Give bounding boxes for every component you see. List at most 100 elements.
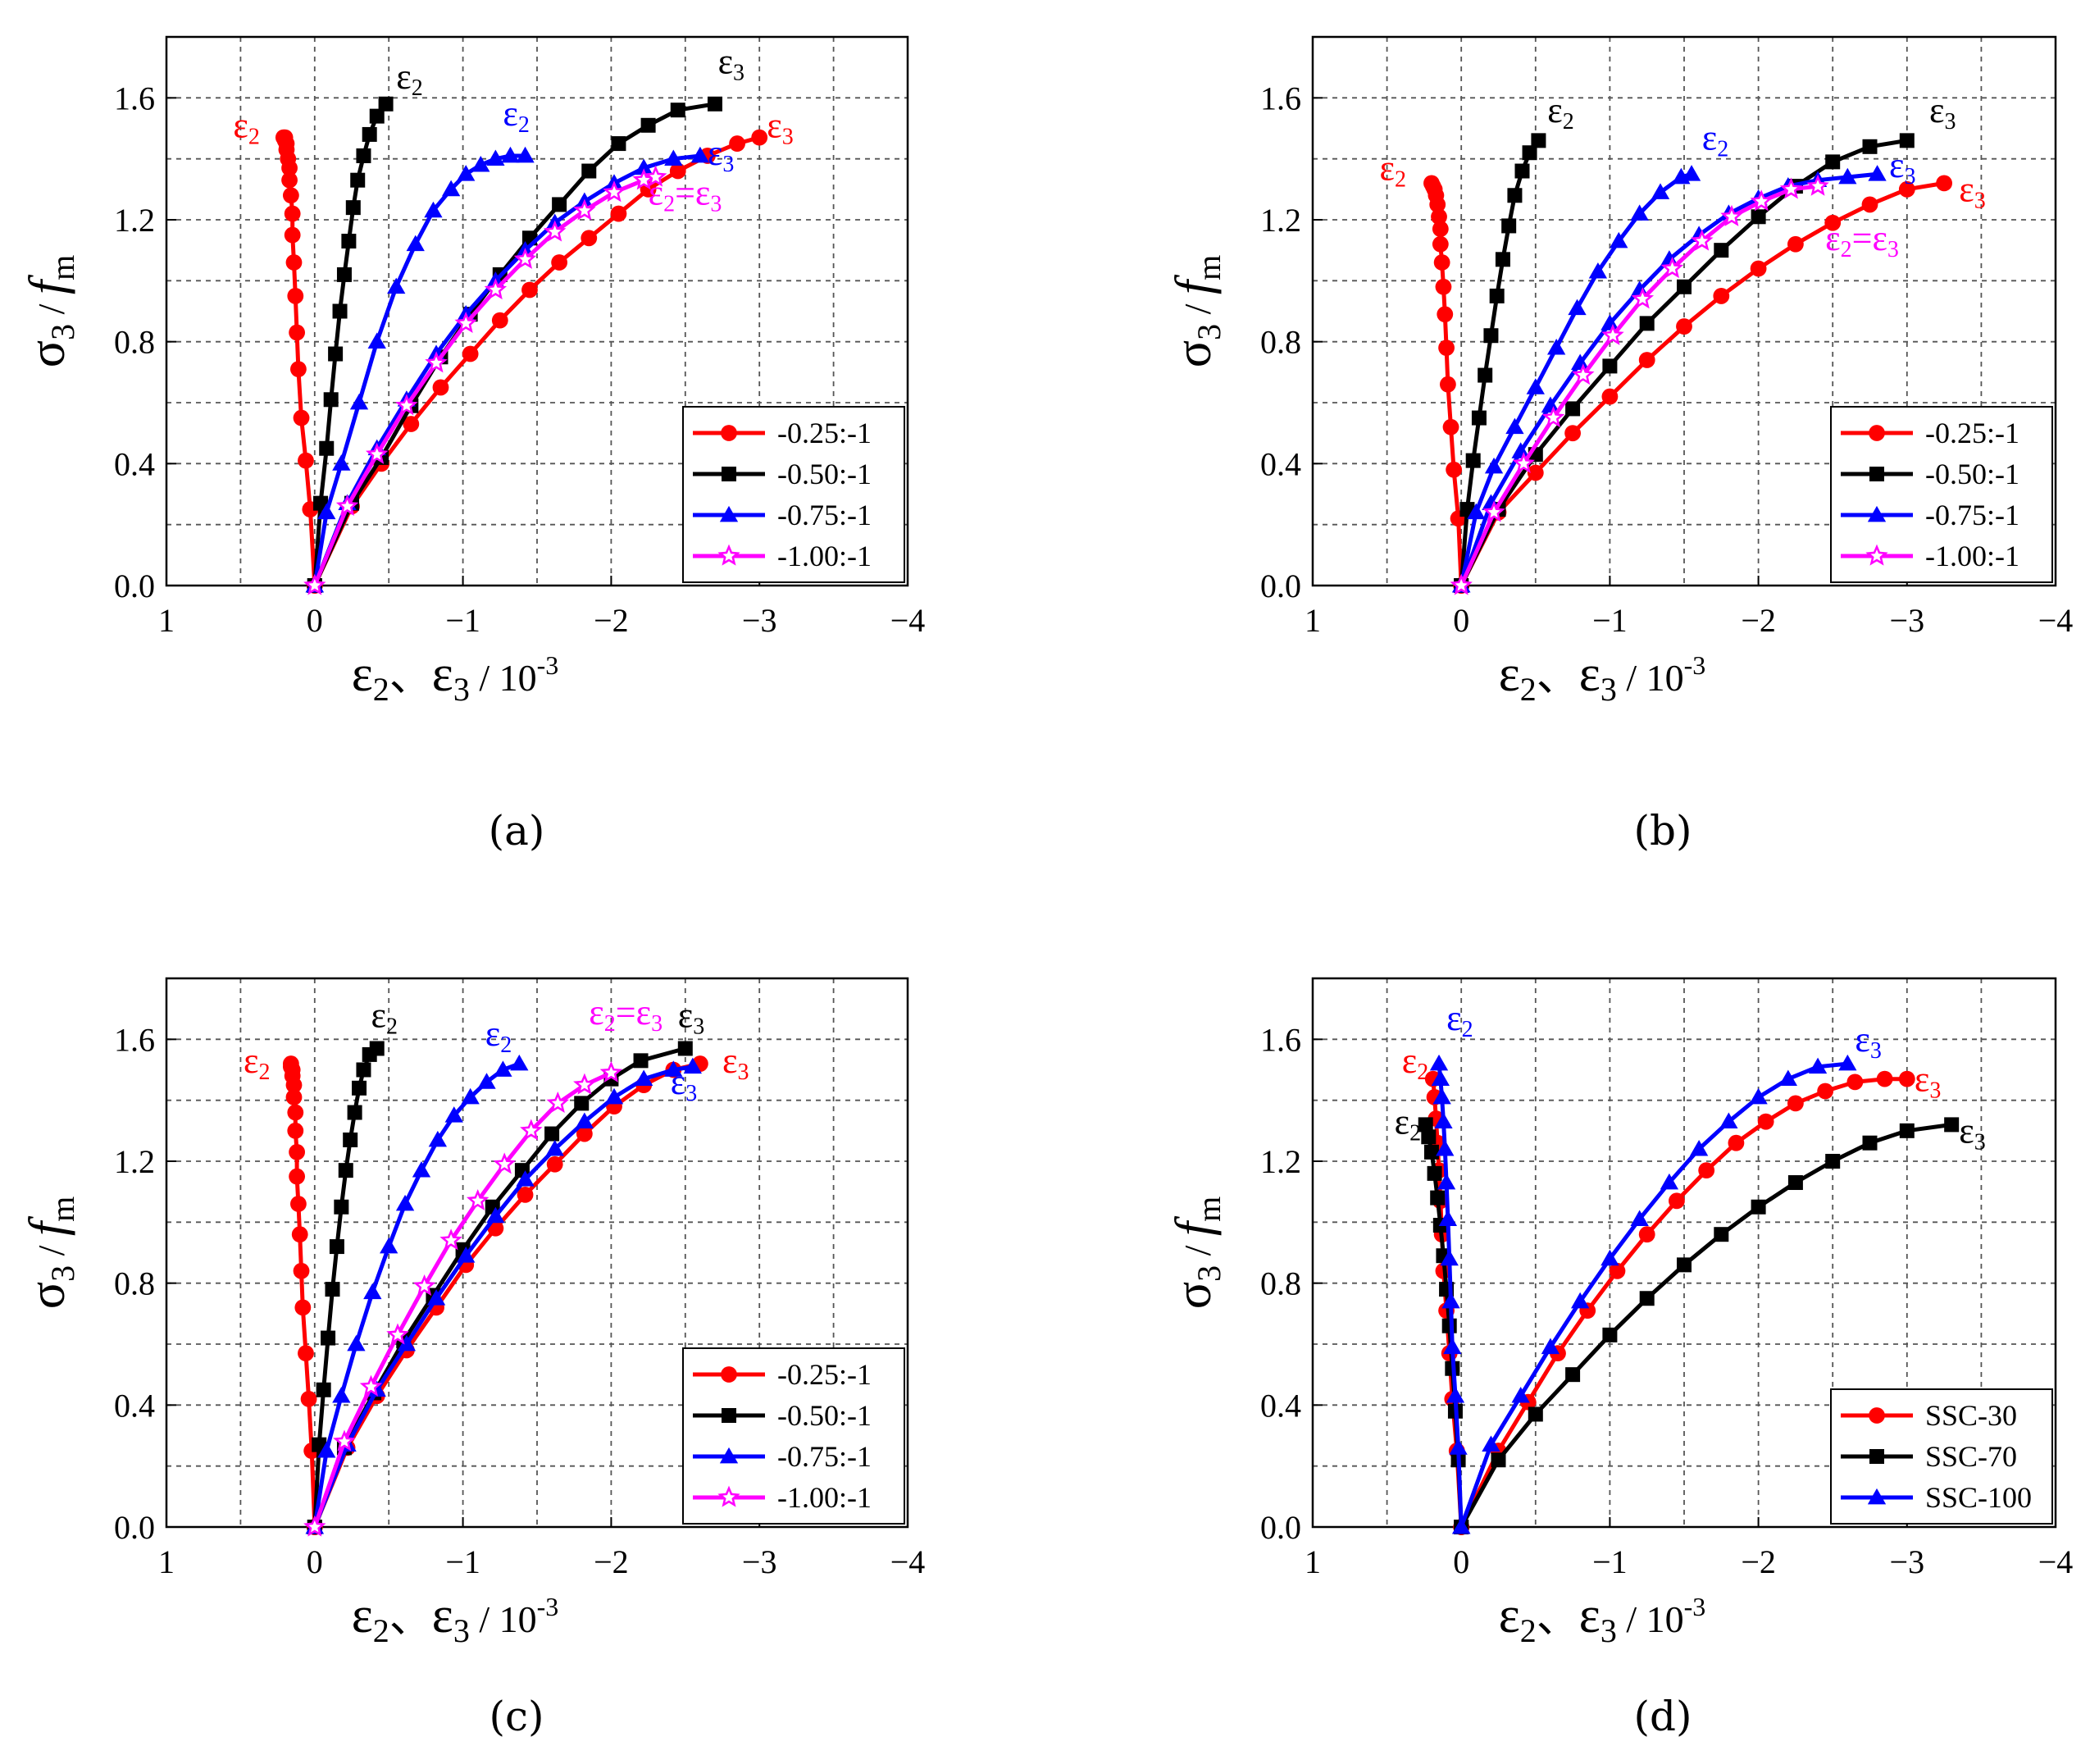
data-point-e3 bbox=[1698, 1162, 1715, 1179]
strain-annotation: ε3 bbox=[718, 42, 744, 86]
data-point-e3 bbox=[1450, 573, 1473, 595]
data-point-e3 bbox=[493, 1152, 516, 1174]
data-point-e2 bbox=[294, 1299, 312, 1316]
x-tick-label: −3 bbox=[1890, 602, 1925, 639]
data-point-e2 bbox=[494, 1060, 512, 1077]
data-point-e2 bbox=[1443, 1338, 1462, 1355]
data-point-e3 bbox=[635, 1069, 653, 1087]
strain-annotation: ε3 bbox=[1855, 1019, 1881, 1064]
data-point-e3 bbox=[677, 1041, 693, 1056]
legend-marker bbox=[1869, 467, 1884, 481]
x-axis-label: ε2、ε3 / 10-3 bbox=[352, 1588, 559, 1649]
data-point-e3 bbox=[467, 1188, 489, 1210]
data-point-e2 bbox=[289, 1143, 306, 1160]
data-point-e2 bbox=[380, 1237, 398, 1254]
data-point-e3 bbox=[1660, 1173, 1679, 1190]
data-point-e2 bbox=[1432, 235, 1449, 253]
data-point-e3 bbox=[1751, 1199, 1766, 1215]
data-point-e3 bbox=[1639, 316, 1655, 331]
data-point-e2 bbox=[1446, 461, 1463, 478]
data-point-e3 bbox=[1719, 1112, 1738, 1129]
data-point-e3 bbox=[1898, 180, 1915, 198]
data-point-e2 bbox=[356, 148, 371, 163]
strain-annotation: ε2 bbox=[1547, 90, 1573, 134]
strain-annotation: ε2 bbox=[244, 1041, 270, 1085]
data-point-e3 bbox=[1676, 318, 1692, 335]
data-point-e2 bbox=[1505, 417, 1524, 435]
strain-annotation: ε2=ε3 bbox=[649, 172, 722, 217]
series--1.00:-1 bbox=[303, 165, 667, 595]
data-point-e2 bbox=[1495, 252, 1510, 267]
y-axis-label: σ3 / fm bbox=[20, 1197, 81, 1310]
y-tick-label: 0.8 bbox=[1260, 1265, 1301, 1302]
data-point-e3 bbox=[412, 1274, 436, 1297]
chart-panel-3: 1 0 −1 −2 −3 −4 0.0 0.4 0.8 1.2 1.6 ε2 ε2 ε2 ε3 ε3 ε3 SSC… bbox=[1166, 977, 2073, 1740]
legend-marker bbox=[721, 1366, 737, 1383]
data-point-e2 bbox=[293, 409, 310, 426]
x-tick-label: −3 bbox=[742, 1543, 777, 1580]
data-point-e3 bbox=[1862, 139, 1878, 154]
data-point-e2 bbox=[1651, 183, 1670, 199]
data-point-e3 bbox=[1749, 1087, 1768, 1105]
data-point-e2 bbox=[1429, 1054, 1449, 1071]
data-point-e3 bbox=[1787, 235, 1804, 253]
data-point-e3 bbox=[1876, 1070, 1893, 1087]
data-point-e3 bbox=[1713, 288, 1730, 304]
legend: -0.25:-1 -0.50:-1 -0.75:-1 -1.00:-1 bbox=[682, 1347, 905, 1525]
plot-frame bbox=[165, 35, 909, 587]
data-point-e3 bbox=[513, 247, 537, 269]
data-point-e3 bbox=[581, 163, 597, 179]
data-point-e2 bbox=[369, 1041, 385, 1056]
legend-marker bbox=[717, 1485, 740, 1507]
strain-annotation: ε3 bbox=[671, 1062, 697, 1106]
data-point-e3 bbox=[1944, 1117, 1960, 1133]
data-point-e2 bbox=[1449, 1438, 1468, 1455]
data-point-e3 bbox=[1541, 396, 1560, 413]
y-tick-label: 1.2 bbox=[1260, 1143, 1301, 1180]
series-line-e3 bbox=[1459, 1061, 1848, 1528]
data-point-e3 bbox=[1669, 1192, 1685, 1210]
series-line-e2 bbox=[1459, 171, 1692, 586]
data-point-e3 bbox=[335, 494, 359, 517]
x-tick-label: −3 bbox=[1890, 1543, 1925, 1580]
series-line-e3 bbox=[1459, 171, 1878, 586]
data-point-e2 bbox=[1427, 1165, 1442, 1181]
strain-annotation: ε2 bbox=[485, 1014, 512, 1058]
y-axis-label: σ3 / fm bbox=[1166, 255, 1227, 368]
data-point-e2 bbox=[1441, 1318, 1457, 1333]
data-point-e3 bbox=[1862, 1135, 1878, 1151]
data-point-e2 bbox=[424, 201, 443, 218]
data-point-e3 bbox=[1601, 388, 1619, 405]
data-point-e3 bbox=[1817, 1083, 1834, 1100]
data-point-e3 bbox=[1751, 209, 1766, 225]
data-point-e3 bbox=[1838, 167, 1857, 185]
y-tick-label: 0.4 bbox=[1260, 445, 1301, 482]
series--0.75:-1 bbox=[305, 146, 710, 593]
data-point-e2 bbox=[341, 234, 357, 249]
legend-marker bbox=[1867, 505, 1887, 522]
data-point-e2 bbox=[1514, 163, 1530, 179]
plot-frame bbox=[1311, 977, 2057, 1529]
data-point-e2 bbox=[367, 332, 386, 349]
legend-entry-label: SSC-30 bbox=[1925, 1399, 2017, 1432]
legend-entry-label: -0.25:-1 bbox=[777, 1358, 872, 1391]
data-point-e3 bbox=[426, 1289, 446, 1306]
data-point-e2 bbox=[471, 155, 490, 172]
data-point-e3 bbox=[303, 573, 326, 595]
data-point-e3 bbox=[573, 1073, 596, 1095]
legend-marker bbox=[1869, 425, 1885, 441]
y-tick-label: 1.2 bbox=[1260, 202, 1301, 239]
data-point-e2 bbox=[1431, 1069, 1450, 1087]
data-point-e2 bbox=[323, 392, 339, 408]
data-point-e3 bbox=[491, 312, 508, 329]
data-point-e2 bbox=[321, 1330, 336, 1346]
data-point-e2 bbox=[1526, 378, 1545, 394]
data-point-e2 bbox=[1531, 133, 1546, 148]
data-point-e2 bbox=[289, 1168, 306, 1185]
legend-entry-label: -0.75:-1 bbox=[777, 499, 872, 531]
legend-marker bbox=[721, 425, 737, 441]
legend-entry-label: SSC-100 bbox=[1925, 1481, 2032, 1514]
strain-annotation: ε3 bbox=[1915, 1060, 1941, 1104]
data-point-e2 bbox=[1430, 1190, 1446, 1206]
